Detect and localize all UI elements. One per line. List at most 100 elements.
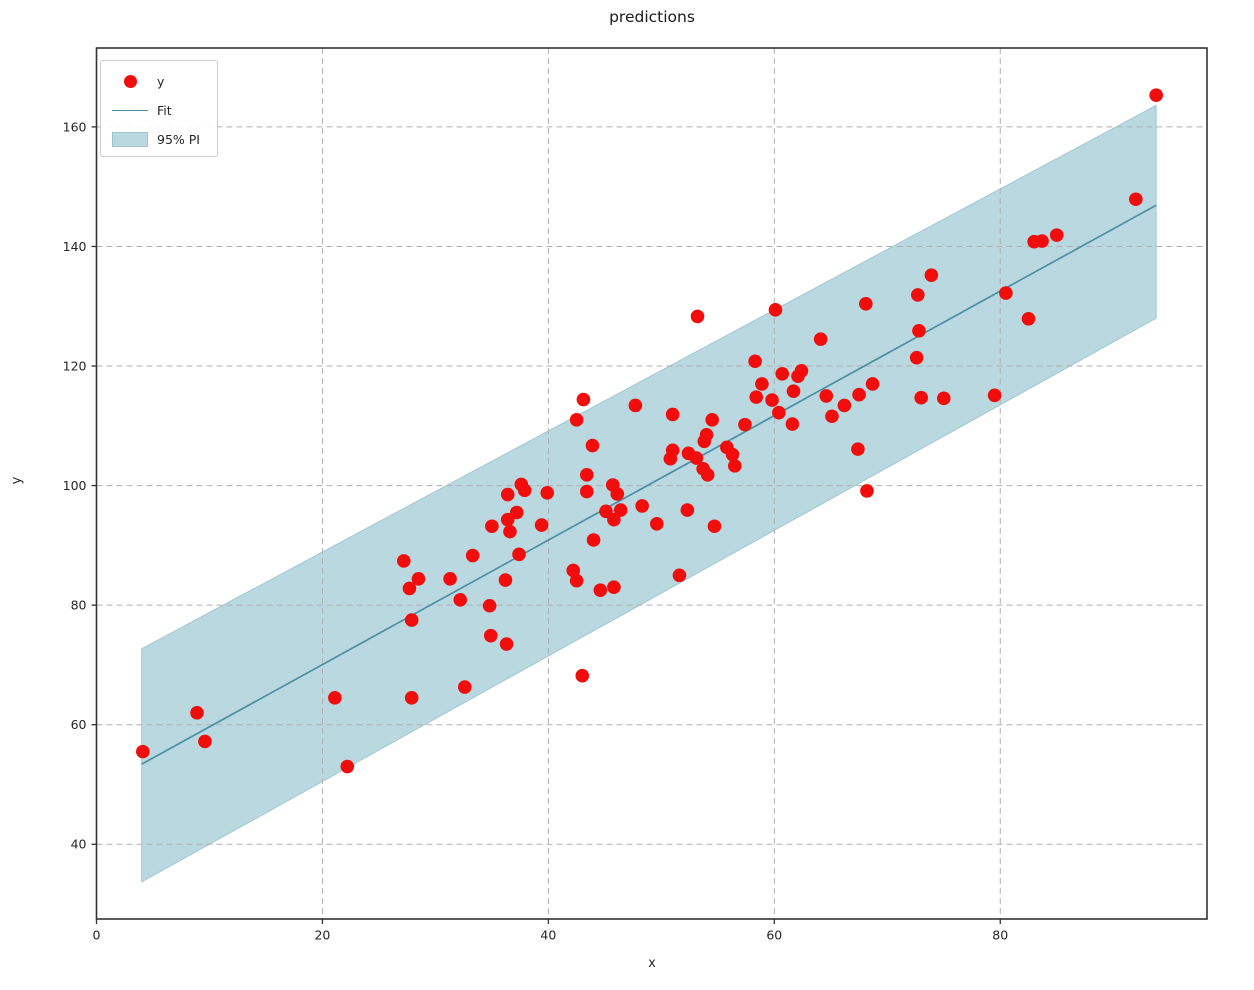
scatter-point — [663, 451, 678, 466]
scatter-point — [465, 548, 480, 563]
x-tick-label: 0 — [93, 928, 101, 943]
scatter-point — [914, 390, 928, 405]
legend-label-pi: 95% PI — [157, 132, 200, 147]
x-tick-label: 20 — [314, 928, 330, 943]
scatter-point — [402, 581, 417, 596]
scatter-point — [328, 691, 342, 705]
scatter-point — [512, 547, 526, 562]
scatter-point — [786, 384, 801, 398]
scatter-point — [650, 517, 664, 531]
scatter-point — [499, 637, 514, 651]
scatter-point — [576, 392, 591, 407]
scatter-point — [579, 468, 594, 482]
y-tick-label: 80 — [71, 598, 87, 613]
scatter-point — [665, 407, 680, 422]
scatter-point — [755, 377, 769, 391]
scatter-point — [705, 413, 719, 427]
scatter-point — [707, 519, 722, 534]
scatter-point — [1035, 234, 1049, 248]
scatter-point — [483, 628, 498, 643]
x-tick-label: 40 — [540, 928, 556, 943]
y-tick-label: 160 — [63, 119, 87, 134]
scatter-point — [534, 518, 549, 532]
scatter-point — [865, 377, 880, 391]
scatter-point — [1149, 88, 1163, 103]
scatter-point — [1049, 228, 1064, 242]
fit-line — [141, 204, 1157, 765]
scatter-point — [672, 568, 687, 583]
legend-item-y: y — [110, 67, 217, 96]
scatter-point — [910, 288, 925, 302]
scatter-point — [607, 580, 621, 595]
scatter-point — [509, 505, 524, 520]
scatter-point — [613, 503, 628, 517]
scatter-point — [485, 519, 499, 534]
scatter-point — [837, 398, 852, 413]
legend-item-fit: Fit — [110, 96, 217, 125]
legend: y Fit 95% PI — [100, 60, 218, 157]
scatter-point — [689, 451, 704, 465]
x-tick-label: 80 — [992, 928, 1008, 943]
scatter-point — [607, 512, 621, 527]
scatter-point — [136, 744, 150, 759]
plot-frame — [95, 47, 1208, 920]
scatter-point — [749, 390, 764, 404]
scatter-point — [725, 447, 740, 462]
scatter-point — [517, 483, 532, 498]
y-tick-label: 40 — [71, 837, 87, 852]
scatter-point — [404, 691, 419, 705]
scatter-point — [700, 468, 715, 482]
scatter-point — [999, 286, 1013, 300]
scatter-point — [768, 303, 783, 317]
scatter-point — [610, 487, 625, 501]
scatter-point — [457, 680, 472, 694]
scatter-point — [785, 417, 800, 431]
scatter-point — [453, 592, 468, 607]
scatter-point — [482, 598, 497, 613]
line-sample-icon — [110, 110, 150, 111]
scatter-point — [819, 389, 834, 403]
scatter-point — [825, 409, 839, 424]
scatter-point — [569, 573, 584, 588]
scatter-point — [503, 524, 517, 539]
legend-label-y: y — [157, 74, 165, 89]
legend-item-pi: 95% PI — [110, 125, 217, 154]
scatter-point — [852, 387, 866, 402]
scatter-point — [340, 759, 355, 774]
x-axis-label: x — [648, 956, 656, 971]
scatter-point — [443, 572, 457, 586]
scatter-point — [936, 391, 951, 406]
scatter-point — [775, 367, 790, 381]
scatter-point — [396, 554, 411, 568]
patch-sample-icon — [110, 132, 150, 147]
scatter-point — [738, 417, 752, 432]
x-tick-label: 60 — [766, 928, 782, 943]
y-tick-label: 140 — [63, 239, 87, 254]
scatter-point — [585, 438, 600, 453]
scatter-point — [190, 705, 204, 720]
y-tick-label: 120 — [63, 358, 87, 373]
scatter-point — [498, 573, 513, 587]
scatter-point — [727, 459, 742, 473]
y-axis-label: y — [9, 476, 25, 485]
scatter-point — [1129, 192, 1143, 207]
scatter-point — [924, 268, 939, 282]
scatter-point — [690, 309, 705, 324]
scatter-point — [859, 297, 873, 311]
prediction-band — [141, 104, 1157, 883]
scatter-point — [909, 350, 924, 365]
scatter-point — [540, 485, 555, 500]
scatter-point — [404, 613, 419, 627]
scatter-point — [765, 393, 779, 407]
scatter-point — [593, 583, 608, 598]
scatter-point — [912, 323, 926, 338]
scatter-point — [575, 668, 590, 683]
scatter-point — [813, 332, 828, 346]
scatter-point — [680, 503, 695, 517]
scatter-point — [569, 413, 584, 427]
scatter-marker-icon — [110, 75, 150, 88]
scatter-point — [500, 487, 515, 502]
scatter-point — [794, 364, 809, 378]
